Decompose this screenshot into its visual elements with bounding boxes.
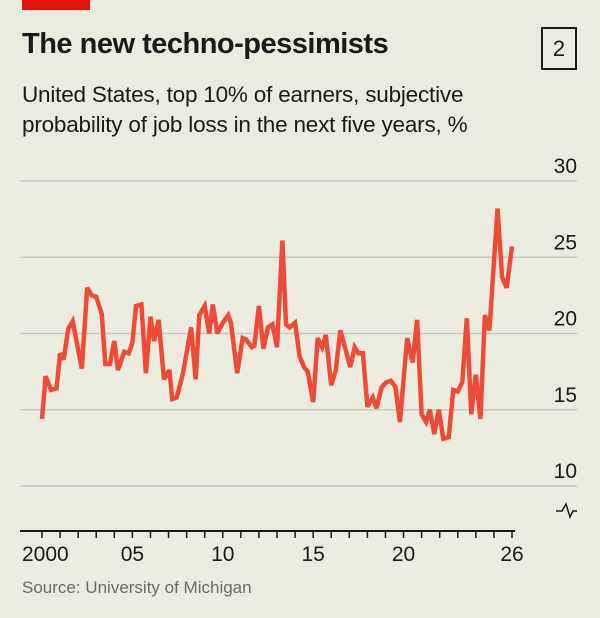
subtitle-line-1: United States, top 10% of earners, subje… bbox=[22, 82, 464, 107]
y-tick-label: 20 bbox=[554, 308, 577, 331]
x-tick-label: 05 bbox=[121, 543, 144, 566]
accent-bar bbox=[22, 0, 90, 10]
subtitle-line-2: probability of job loss in the next five… bbox=[22, 112, 468, 137]
x-tick-label: 15 bbox=[301, 543, 324, 566]
chart-number-badge: 2 bbox=[541, 27, 577, 70]
source-note: Source: University of Michigan bbox=[22, 578, 252, 597]
y-tick-label: 15 bbox=[554, 384, 577, 407]
axis-break-icon bbox=[556, 502, 577, 520]
y-tick-label: 25 bbox=[554, 231, 577, 254]
y-tick-label: 30 bbox=[554, 155, 577, 178]
data-series-line bbox=[39, 208, 515, 442]
x-tick-label: 2000 bbox=[22, 543, 69, 566]
chart-title: The new techno-pessimists bbox=[22, 28, 389, 60]
y-tick-label: 10 bbox=[554, 460, 577, 483]
chart-subtitle: United States, top 10% of earners, subje… bbox=[22, 80, 582, 140]
x-tick-label: 20 bbox=[392, 543, 415, 566]
x-tick-label: 26 bbox=[500, 543, 523, 566]
x-tick-label: 10 bbox=[211, 543, 234, 566]
